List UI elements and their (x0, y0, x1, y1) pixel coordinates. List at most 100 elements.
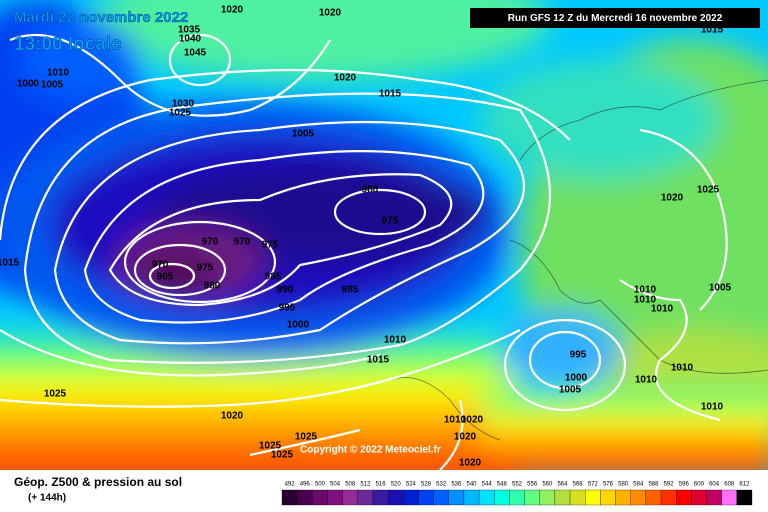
isobars (0, 33, 728, 471)
scale-swatch (600, 489, 616, 506)
scale-swatch (630, 489, 647, 506)
isobar-label: 1025 (169, 108, 192, 119)
scale-swatch (448, 489, 465, 506)
isobar-label: 1020 (661, 193, 684, 204)
scale-label: 608 (724, 482, 735, 488)
scale-swatch (327, 489, 343, 506)
scale-label: 552 (512, 482, 523, 488)
scale-swatch (585, 489, 601, 506)
scale-label: 496 (300, 482, 311, 488)
scale-label: 600 (694, 482, 705, 488)
isobar-label: 1010 (47, 68, 70, 79)
scale-swatch (721, 489, 737, 506)
scale-label: 520 (391, 482, 402, 488)
legend-title: Géop. Z500 & pression au sol (14, 475, 182, 489)
scale-label: 528 (421, 482, 432, 488)
scale-label: 492 (285, 482, 296, 488)
field (0, 0, 768, 490)
scale-label: 544 (482, 482, 493, 488)
isobar-label: 1025 (271, 450, 294, 461)
scale-label: 604 (709, 482, 720, 488)
scale-label: 584 (633, 482, 644, 488)
scale-label: 560 (542, 482, 553, 488)
isobar-label: 1020 (454, 432, 477, 443)
scale-swatch (357, 489, 374, 506)
isobar-label: 1010 (634, 295, 657, 306)
scale-swatch (736, 489, 753, 506)
scale-swatch (524, 489, 540, 506)
isobar-label: 1000 (287, 320, 310, 331)
isobar-label: 1025 (44, 389, 67, 400)
scale-swatch (569, 489, 586, 506)
isobar-label: 1015 (0, 258, 20, 269)
local-time: 13:00 locale (14, 34, 122, 55)
isobar-label: 1000 (565, 373, 588, 384)
isobar-label: 980 (362, 185, 379, 196)
scale-label: 588 (648, 482, 659, 488)
isobar-label: 1010 (384, 335, 407, 346)
date: Mardi 22 novembre 2022 (14, 9, 188, 26)
scale-swatch (403, 489, 419, 506)
isobar-label: 990 (277, 285, 294, 296)
lead-time: (+ 144h) (28, 493, 66, 504)
isobar-label: 1025 (259, 441, 282, 452)
isobar-label: 1010 (671, 363, 694, 374)
scale-label: 532 (436, 482, 447, 488)
scale-swatch (494, 489, 510, 506)
scale-label: 500 (315, 482, 326, 488)
isobar-label: 1020 (221, 411, 244, 422)
isobar-label: 1010 (634, 285, 657, 296)
scale-label: 564 (557, 482, 568, 488)
isobar-label: 995 (279, 303, 296, 314)
isobar-label: 1035 (178, 25, 201, 36)
scale-swatch (706, 489, 722, 506)
scale-label: 504 (330, 482, 341, 488)
isobar-label: 1025 (295, 432, 318, 443)
scale-label: 508 (345, 482, 356, 488)
scale-label: 580 (618, 482, 629, 488)
scale-swatch (433, 489, 449, 506)
scale-label: 516 (376, 482, 387, 488)
isobar-label: 970 (202, 237, 219, 248)
isobar-label: 995 (570, 350, 587, 361)
run-info: Run GFS 12 Z du Mercredi 16 novembre 202… (508, 13, 723, 24)
scale-swatch (615, 489, 631, 506)
scale-label: 612 (739, 482, 750, 488)
isobar-label: 1045 (184, 48, 207, 59)
isobar-label: 1015 (367, 355, 390, 366)
isobar-label: 1015 (701, 25, 724, 36)
isobar-label: 1005 (41, 80, 64, 91)
scale-swatch (509, 489, 525, 506)
isobar-label: 1010 (651, 304, 674, 315)
isobar-label: 1005 (292, 129, 315, 140)
scale-label: 572 (588, 482, 599, 488)
isobar-label: 985 (265, 272, 282, 283)
isobar-label: 970 (234, 237, 251, 248)
scale-label: 596 (679, 482, 690, 488)
isobar-label: 1010 (635, 375, 658, 386)
scale-label: 540 (467, 482, 478, 488)
scale-label: 548 (497, 482, 508, 488)
isobar-labels: 1020 102010351040104510101005100010301025… (0, 5, 732, 469)
scale-swatch (297, 489, 313, 506)
isobar-label: 1020 (461, 415, 484, 426)
scale-swatch (312, 489, 328, 506)
isobar-label: 975 (262, 240, 279, 251)
isobar-label: 1000 (17, 79, 40, 90)
scale-swatch (387, 489, 404, 506)
scale-swatch (372, 489, 389, 506)
isobar-label: 985 (342, 285, 359, 296)
isobar-label: 1020 (459, 458, 482, 469)
scale-swatch (281, 489, 298, 506)
isobar-label: 1010 (444, 415, 467, 426)
scale-swatch (645, 489, 662, 506)
isobar-label: 1015 (379, 89, 402, 100)
scale-label: 556 (527, 482, 538, 488)
isobar-label: 1020 (319, 8, 342, 19)
isobar-label: 1040 (179, 34, 202, 45)
scale-swatch (478, 489, 495, 506)
isobar-label: 980 (204, 281, 221, 292)
isobar-label: 1005 (709, 283, 732, 294)
scale-label: 568 (573, 482, 584, 488)
